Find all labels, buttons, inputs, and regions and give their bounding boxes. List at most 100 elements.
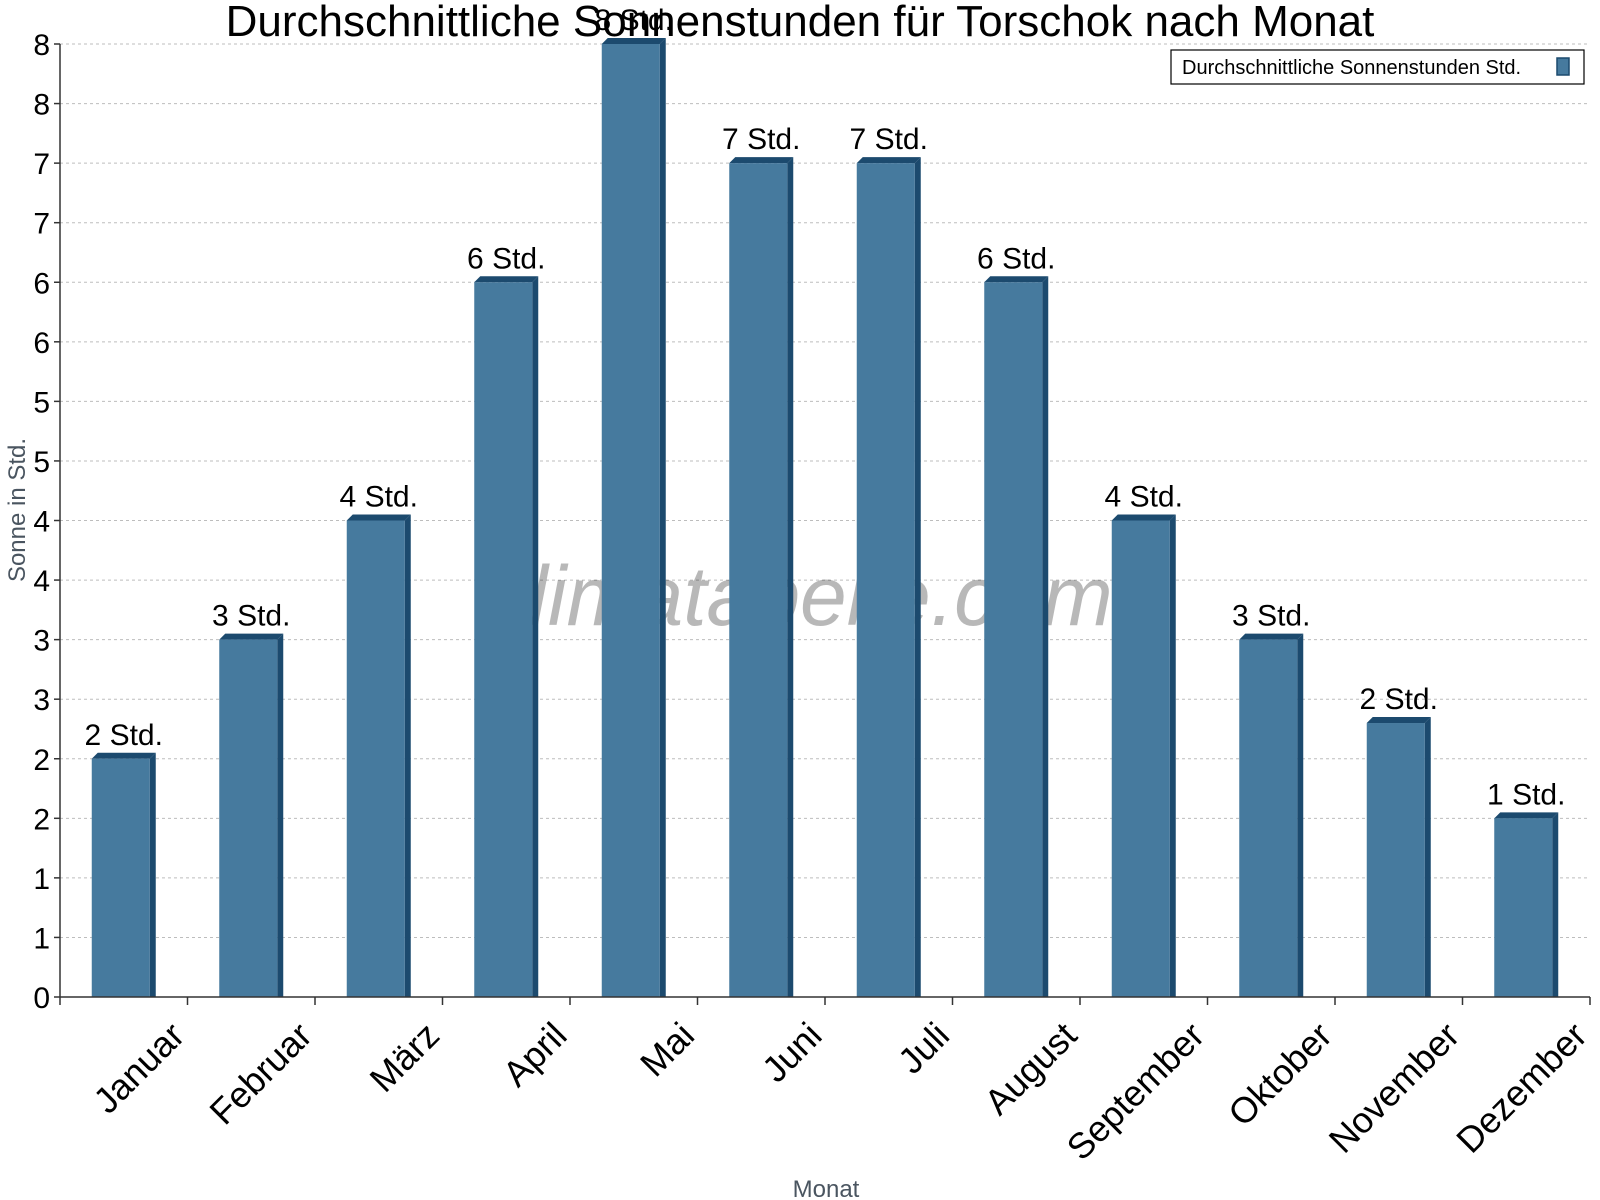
bar-value-label: 8 Std.: [595, 4, 673, 37]
data-labels: 2 Std. 3 Std. 4 Std. 6 Std. 8 Std. 7 Std. 7 St…: [85, 4, 1566, 811]
bar-value-label: 6 Std.: [977, 242, 1055, 275]
bar-value-label: 3 Std.: [212, 600, 290, 633]
bar-top: [1366, 717, 1431, 724]
y-tick-label: 3: [33, 684, 50, 717]
bar-front: [601, 44, 660, 997]
x-axis-label: Monat: [793, 1176, 860, 1200]
legend: Durchschnittliche Sonnenstunden Std.: [1170, 49, 1585, 85]
y-tick-label: 4: [33, 506, 50, 539]
bar: [729, 157, 794, 997]
bar-side: [277, 633, 284, 997]
bar: [91, 752, 156, 997]
x-tick-label: Dezember: [1448, 1014, 1594, 1160]
grid-lines: [60, 43, 1590, 938]
bar-value-label: 4 Std.: [1105, 481, 1183, 514]
bar-side: [1042, 276, 1049, 997]
bar-side: [914, 157, 921, 997]
bar-side: [1297, 633, 1304, 997]
bar-front: [474, 282, 533, 997]
bar-front: [729, 163, 788, 997]
x-tick-label: Mai: [632, 1014, 702, 1084]
bar-top: [219, 633, 284, 640]
x-tick-label: Februar: [201, 1014, 319, 1132]
bar: [984, 276, 1049, 997]
bar: [1111, 514, 1176, 997]
y-tick-label: 8: [33, 89, 50, 122]
y-tick-label: 8: [33, 29, 50, 62]
bar: [1366, 717, 1431, 997]
bar-value-label: 4 Std.: [340, 481, 418, 514]
bar-front: [1111, 520, 1170, 997]
bars: [91, 38, 1559, 997]
bar-front: [1239, 639, 1298, 997]
bar-side: [1169, 514, 1176, 997]
bar-top: [346, 514, 411, 521]
bar-top: [1494, 812, 1559, 819]
bar-front: [91, 758, 150, 997]
x-tick-label: November: [1321, 1014, 1467, 1160]
bar: [601, 38, 666, 997]
bar-top: [474, 276, 539, 283]
legend-box: [1170, 49, 1585, 85]
bar-side: [787, 157, 794, 997]
x-tick-label: Juli: [890, 1014, 957, 1081]
bar-front: [1366, 723, 1425, 997]
y-tick-label: 1: [33, 863, 50, 896]
bar: [474, 276, 539, 997]
x-tick-label: August: [976, 1014, 1084, 1122]
bar-value-label: 1 Std.: [1487, 778, 1565, 811]
x-tick-label: September: [1059, 1014, 1213, 1168]
bar: [1239, 633, 1304, 997]
bar-value-label: 2 Std.: [1360, 683, 1438, 716]
bar-top: [856, 157, 921, 164]
x-tick-labels: Januar Februar März April Mai Juni Juli AugustS…: [85, 1014, 1594, 1168]
axes: [59, 44, 1591, 1005]
y-tick-label: 5: [33, 386, 50, 419]
y-tick-label: 0: [33, 982, 50, 1015]
bar-top: [984, 276, 1049, 283]
bar-front: [856, 163, 915, 997]
y-tick-label: 1: [33, 922, 50, 955]
y-tick-label: 6: [33, 267, 50, 300]
y-tick-label: 2: [33, 803, 50, 836]
bar-side: [404, 514, 411, 997]
bar-side: [149, 752, 156, 997]
y-tick-label: 6: [33, 327, 50, 360]
bar-side: [659, 38, 666, 997]
bar-front: [984, 282, 1043, 997]
bar-side: [532, 276, 539, 997]
bar: [1494, 812, 1559, 997]
bar-value-label: 6 Std.: [467, 242, 545, 275]
bar-side: [1552, 812, 1559, 997]
bar-value-label: 7 Std.: [850, 123, 928, 156]
bar-side: [1424, 717, 1431, 997]
legend-label: Durchschnittliche Sonnenstunden Std.: [1182, 57, 1521, 79]
legend-swatch: [1556, 57, 1570, 76]
bar-top: [729, 157, 794, 164]
y-tick-labels: 0 1 1 2 2 3 3 4 4 5 5 6 6 7 7 8 8: [33, 29, 60, 1015]
y-tick-label: 7: [33, 208, 50, 241]
y-tick-label: 7: [33, 148, 50, 181]
chart-title: Durchschnittliche Sonnenstunden für Tors…: [226, 0, 1375, 46]
y-tick-label: 2: [33, 744, 50, 777]
y-axis-label: Sonne in Std.: [4, 438, 31, 582]
bar-top: [1239, 633, 1304, 640]
y-tick-label: 3: [33, 625, 50, 658]
bar: [856, 157, 921, 997]
bar-front: [1494, 818, 1553, 997]
bar-value-label: 3 Std.: [1232, 600, 1310, 633]
x-tick-label: Januar: [85, 1014, 192, 1121]
bar: [219, 633, 284, 997]
x-tick-label: Oktober: [1220, 1014, 1340, 1134]
x-tick-label: April: [495, 1014, 575, 1094]
bar-top: [601, 38, 666, 44]
bar-front: [219, 639, 278, 997]
bar-value-label: 7 Std.: [722, 123, 800, 156]
y-tick-label: 5: [33, 446, 50, 479]
y-tick-label: 4: [33, 565, 50, 598]
x-tick-label: Juni: [754, 1014, 830, 1090]
bar-front: [346, 520, 405, 997]
bar-value-label: 2 Std.: [85, 719, 163, 752]
bar: [346, 514, 411, 997]
